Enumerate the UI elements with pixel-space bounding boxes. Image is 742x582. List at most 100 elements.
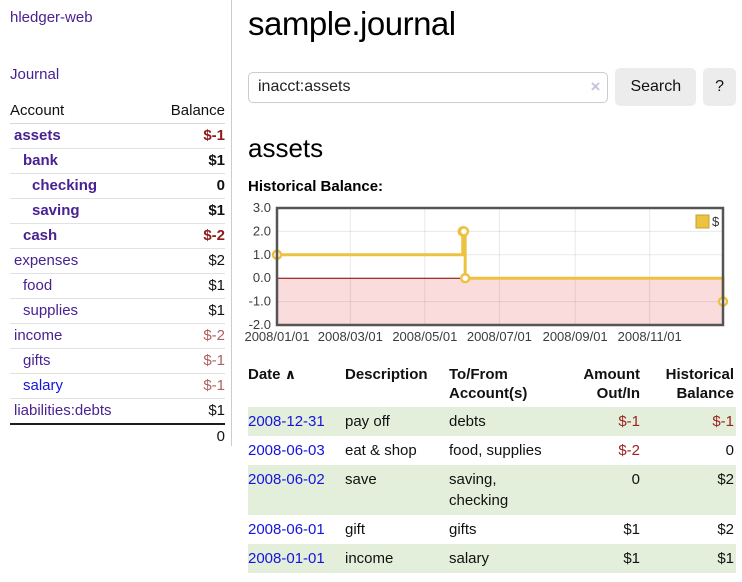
transaction-accounts: food, supplies [449,442,542,459]
account-name-cell: assets [10,123,160,149]
account-name-cell: liabilities:debts [10,398,160,425]
svg-text:-2.0: -2.0 [249,317,271,332]
account-row: income $-2 [10,323,225,349]
register-header-balance: Historical Balance [665,366,734,402]
clear-search-icon[interactable]: × [590,76,601,96]
svg-text:2008/05/01: 2008/05/01 [392,329,457,344]
account-row: food $1 [10,273,225,299]
account-row: salary $-1 [10,373,225,399]
account-name-cell: checking [10,173,160,199]
transaction-row[interactable]: 2008-01-01 income salary $1 $1 [248,544,736,573]
transaction-balance: $1 [717,550,734,567]
transaction-accounts: salary [449,550,490,567]
account-balance: $-1 [159,123,225,149]
transaction-row[interactable]: 2008-06-02 save saving, checking 0 $2 [248,465,736,515]
brand-link[interactable]: hledger-web [10,9,93,26]
account-balance: $1 [159,398,225,425]
accounts-header-balance: Balance [159,100,225,124]
account-link[interactable]: food [23,277,53,294]
svg-text:1.0: 1.0 [253,247,271,262]
transaction-description: pay off [345,413,390,430]
chart-heading: Historical Balance: [248,178,384,195]
account-balance: $-2 [159,223,225,249]
transaction-amount: $-2 [618,442,640,459]
account-name-cell: saving [10,198,160,224]
transaction-accounts: gifts [449,521,477,538]
account-title: assets [248,133,324,163]
account-link[interactable]: bank [23,152,59,169]
page-title: sample.journal [248,5,456,42]
account-balance: $1 [159,273,225,299]
transaction-date-cell: 2008-06-02 [248,465,345,515]
transaction-row[interactable]: 2008-06-01 gift gifts $1 $2 [248,515,736,544]
balance-chart: $3.0 2.0 1.0 0.0 -1.0 -2.0 2008/01/01 2008/03/0… [244,200,736,350]
help-button[interactable]: ? [703,68,736,106]
accounts-total-spacer [10,423,160,449]
account-row: gifts $-1 [10,348,225,374]
transaction-amount: $1 [623,550,640,567]
transaction-row[interactable]: 2008-06-03 eat & shop food, supplies $-2… [248,436,736,465]
account-balance: $1 [159,298,225,324]
account-link[interactable]: checking [32,177,98,194]
account-name-cell: income [10,323,160,349]
transaction-date-cell: 2008-06-03 [248,436,345,465]
accounts-total: 0 [159,423,225,449]
svg-text:2008/03/01: 2008/03/01 [318,329,383,344]
main-content: sample.journal × Search ? assets Histori… [244,0,736,573]
transaction-date-link[interactable]: 2008-06-03 [248,442,325,459]
transaction-amount: 0 [631,471,640,488]
account-name-cell: salary [10,373,160,399]
account-name-cell: expenses [10,248,160,274]
transaction-date-link[interactable]: 2008-06-01 [248,521,325,538]
account-name-cell: bank [10,148,160,174]
account-row: saving $1 [10,198,225,224]
account-link[interactable]: salary [23,377,64,394]
account-link[interactable]: liabilities:debts [14,402,112,419]
search-input[interactable] [248,71,609,103]
svg-text:2008/09/01: 2008/09/01 [543,329,608,344]
register-header-date[interactable]: Date ∧ [248,366,297,383]
transaction-balance: $-1 [712,413,734,430]
account-balance: $1 [159,198,225,224]
svg-text:0.0: 0.0 [253,270,271,285]
account-link[interactable]: assets [14,127,61,144]
transaction-row[interactable]: 2008-12-31 pay off debts $-1 $-1 [248,407,736,436]
account-row: expenses $2 [10,248,225,274]
account-balance: $-1 [159,348,225,374]
register-table: Date ∧ Description To/From Account(s) Am… [248,363,736,573]
svg-text:-1.0: -1.0 [249,294,271,309]
svg-text:2008/07/01: 2008/07/01 [467,329,532,344]
transaction-balance: 0 [725,442,734,459]
account-row: liabilities:debts $1 [10,398,225,425]
accounts-total-row: 0 [10,423,225,449]
account-link[interactable]: supplies [23,302,79,319]
sort-asc-icon: ∧ [284,366,297,382]
account-link[interactable]: income [14,327,63,344]
transaction-date-link[interactable]: 2008-01-01 [248,550,325,567]
account-name-cell: food [10,273,160,299]
account-name-cell: supplies [10,298,160,324]
transaction-description: eat & shop [345,442,417,459]
accounts-table: Account Balance assets $-1 bank $1 check… [10,100,225,449]
sidebar-item-journal[interactable]: Journal [10,66,60,83]
account-balance: $-1 [159,373,225,399]
account-name-cell: cash [10,223,160,249]
account-link[interactable]: cash [23,227,58,244]
svg-text:$: $ [712,214,720,229]
svg-text:2.0: 2.0 [253,223,271,238]
transaction-date-link[interactable]: 2008-12-31 [248,413,325,430]
account-link[interactable]: saving [32,202,80,219]
account-row: assets $-1 [10,123,225,149]
transaction-date-link[interactable]: 2008-06-02 [248,471,325,488]
account-link[interactable]: gifts [23,352,51,369]
account-link[interactable]: expenses [14,252,79,269]
account-row: supplies $1 [10,298,225,324]
transaction-accounts: saving, checking [449,471,509,509]
account-row: cash $-2 [10,223,225,249]
register-header-row: Date ∧ Description To/From Account(s) Am… [248,363,736,407]
search-button[interactable]: Search [615,68,697,106]
account-row: checking 0 [10,173,225,199]
account-balance: 0 [159,173,225,199]
transaction-date-cell: 2008-12-31 [248,407,345,436]
